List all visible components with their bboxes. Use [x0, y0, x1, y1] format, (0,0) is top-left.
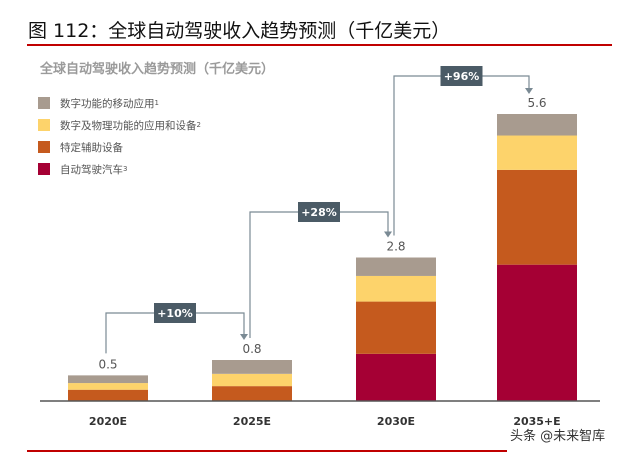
bar-segment — [356, 275, 436, 302]
x-tick-label: 2025E — [233, 415, 271, 428]
growth-label: +28% — [301, 206, 337, 219]
growth-label: +96% — [444, 70, 480, 83]
title-rule — [27, 44, 612, 46]
bar-segment — [212, 360, 292, 374]
growth-badge — [298, 202, 340, 222]
legend-label: 特定辅助设备 — [60, 141, 123, 154]
bar-segment — [497, 114, 577, 136]
bar-segment — [212, 373, 292, 387]
legend-label: 自动驾驶汽车 — [60, 163, 123, 176]
footnote-mark: 2 — [196, 121, 201, 129]
total-label: 0.5 — [98, 357, 117, 371]
legend-item: 自动驾驶汽车 3 — [38, 158, 201, 180]
x-tick-label: 2030E — [377, 415, 415, 428]
total-label: 2.8 — [386, 240, 405, 254]
legend-item: 特定辅助设备 — [38, 136, 201, 158]
legend-swatch — [38, 119, 50, 131]
bar-segment — [68, 389, 148, 401]
x-tick-label: 2020E — [89, 415, 127, 428]
total-label: 5.6 — [527, 96, 546, 110]
bottom-rule — [27, 450, 507, 452]
growth-badge — [440, 66, 483, 86]
bar-segment — [68, 375, 148, 384]
legend: 数字功能的移动应用 1 数字及物理功能的应用和设备 2 特定辅助设备 自动驾驶汽车 3 — [38, 92, 201, 180]
arrow-head-icon — [525, 88, 533, 94]
bar-segment — [356, 257, 436, 276]
legend-swatch — [38, 97, 50, 109]
legend-label: 数字功能的移动应用 — [60, 97, 155, 110]
footnote-mark: 3 — [123, 165, 128, 173]
footnote-mark: 1 — [154, 99, 159, 107]
legend-swatch — [38, 163, 50, 175]
bar-segment — [497, 169, 577, 265]
arrow-head-icon — [240, 334, 248, 340]
legend-swatch — [38, 141, 50, 153]
bar-segment — [212, 386, 292, 401]
bar-segment — [497, 264, 577, 401]
watermark: 头条 @未来智库 — [510, 425, 606, 444]
bar-segment — [68, 383, 148, 390]
x-tick-label: 2035+E — [513, 415, 560, 428]
chart-title: 全球自动驾驶收入趋势预测（千亿美元） — [40, 62, 275, 77]
bar-segment — [356, 301, 436, 354]
bar-segment — [356, 353, 436, 401]
arrow-head-icon — [384, 231, 392, 238]
legend-item: 数字功能的移动应用 1 — [38, 92, 201, 114]
growth-label: +10% — [157, 307, 193, 320]
bar-segment — [497, 135, 577, 170]
legend-label: 数字及物理功能的应用和设备 — [60, 119, 197, 132]
figure-title: 图 112：全球自动驾驶收入趋势预测（千亿美元） — [28, 20, 451, 42]
growth-badge — [154, 303, 196, 323]
total-label: 0.8 — [242, 342, 261, 356]
legend-item: 数字及物理功能的应用和设备 2 — [38, 114, 201, 136]
